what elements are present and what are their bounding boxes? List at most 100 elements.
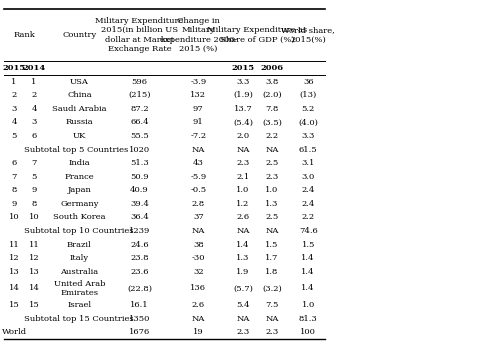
Text: 2.6: 2.6 <box>236 213 249 221</box>
Text: Japan: Japan <box>67 186 91 194</box>
Text: Russia: Russia <box>65 119 93 126</box>
Text: 2.4: 2.4 <box>301 200 314 208</box>
Text: 1.3: 1.3 <box>236 254 249 262</box>
Text: -30: -30 <box>191 254 204 262</box>
Text: NA: NA <box>191 146 204 154</box>
Text: 13: 13 <box>29 268 40 276</box>
Text: Italy: Italy <box>70 254 89 262</box>
Text: 6: 6 <box>12 159 17 167</box>
Text: 2015: 2015 <box>231 64 254 72</box>
Text: -5.9: -5.9 <box>190 173 206 181</box>
Text: 1.7: 1.7 <box>265 254 278 262</box>
Text: NA: NA <box>236 227 249 235</box>
Text: NA: NA <box>265 146 278 154</box>
Text: 1239: 1239 <box>129 227 150 235</box>
Text: Subtotal top 5 Countries: Subtotal top 5 Countries <box>24 146 128 154</box>
Text: 74.6: 74.6 <box>298 227 317 235</box>
Text: 61.5: 61.5 <box>298 146 317 154</box>
Text: 4: 4 <box>32 105 37 113</box>
Text: 2.3: 2.3 <box>236 328 249 336</box>
Text: 12: 12 <box>29 254 40 262</box>
Text: 3.0: 3.0 <box>301 173 314 181</box>
Text: 13.7: 13.7 <box>233 105 252 113</box>
Text: 7: 7 <box>32 159 37 167</box>
Text: 40.9: 40.9 <box>130 186 149 194</box>
Text: 1.4: 1.4 <box>301 254 314 262</box>
Text: Brazil: Brazil <box>67 241 92 248</box>
Text: 3: 3 <box>12 105 17 113</box>
Text: 1.2: 1.2 <box>236 200 249 208</box>
Text: 19: 19 <box>192 328 203 336</box>
Text: 2.3: 2.3 <box>265 173 278 181</box>
Text: -7.2: -7.2 <box>190 132 206 140</box>
Text: 87.2: 87.2 <box>130 105 149 113</box>
Text: 3.1: 3.1 <box>301 159 314 167</box>
Text: 50.9: 50.9 <box>130 173 149 181</box>
Text: 10: 10 <box>29 213 40 221</box>
Text: 8: 8 <box>12 186 17 194</box>
Text: (13): (13) <box>299 91 316 99</box>
Text: 5.4: 5.4 <box>236 301 249 309</box>
Text: (5.4): (5.4) <box>232 119 253 126</box>
Text: 2006: 2006 <box>260 64 283 72</box>
Text: Subtotal top 15 Countries: Subtotal top 15 Countries <box>24 315 133 323</box>
Text: 14: 14 <box>9 285 20 292</box>
Text: Germany: Germany <box>60 200 98 208</box>
Text: (22.8): (22.8) <box>127 285 152 292</box>
Text: 1: 1 <box>32 78 37 86</box>
Text: 3.3: 3.3 <box>236 78 249 86</box>
Text: 9: 9 <box>12 200 17 208</box>
Text: 36: 36 <box>302 78 313 86</box>
Text: 2: 2 <box>32 91 37 99</box>
Text: 10: 10 <box>9 213 20 221</box>
Text: 91: 91 <box>192 119 203 126</box>
Text: 1.0: 1.0 <box>301 301 314 309</box>
Text: 2.8: 2.8 <box>191 200 204 208</box>
Text: 1: 1 <box>12 78 17 86</box>
Text: -0.5: -0.5 <box>190 186 206 194</box>
Text: 596: 596 <box>131 78 147 86</box>
Text: 81.3: 81.3 <box>298 315 317 323</box>
Text: 1.8: 1.8 <box>265 268 278 276</box>
Text: 1.0: 1.0 <box>236 186 249 194</box>
Text: 36.4: 36.4 <box>130 213 149 221</box>
Text: 55.5: 55.5 <box>130 132 149 140</box>
Text: Rank: Rank <box>13 31 35 39</box>
Text: 32: 32 <box>192 268 203 276</box>
Text: 2.2: 2.2 <box>265 132 278 140</box>
Text: 1.4: 1.4 <box>301 285 314 292</box>
Text: NA: NA <box>236 146 249 154</box>
Text: Subtotal top 10 Countries: Subtotal top 10 Countries <box>24 227 133 235</box>
Text: World share,
2015(%): World share, 2015(%) <box>281 26 335 44</box>
Text: NA: NA <box>191 315 204 323</box>
Text: 2.4: 2.4 <box>301 186 314 194</box>
Text: 2.3: 2.3 <box>236 159 249 167</box>
Text: 11: 11 <box>29 241 40 248</box>
Text: 23.8: 23.8 <box>130 254 149 262</box>
Text: 97: 97 <box>192 105 203 113</box>
Text: World: World <box>2 328 27 336</box>
Text: South Korea: South Korea <box>53 213 105 221</box>
Text: 2014: 2014 <box>23 64 46 72</box>
Text: -3.9: -3.9 <box>190 78 206 86</box>
Text: France: France <box>64 173 94 181</box>
Text: 6: 6 <box>32 132 37 140</box>
Text: NA: NA <box>265 227 278 235</box>
Text: NA: NA <box>265 315 278 323</box>
Text: USA: USA <box>70 78 89 86</box>
Text: (3.5): (3.5) <box>262 119 282 126</box>
Text: 38: 38 <box>192 241 203 248</box>
Text: Change in
Military
expenditure 2006-
2015 (%): Change in Military expenditure 2006- 201… <box>159 16 236 53</box>
Text: United Arab
Emirates: United Arab Emirates <box>54 280 105 297</box>
Text: 7.5: 7.5 <box>265 301 278 309</box>
Text: 1.9: 1.9 <box>236 268 249 276</box>
Text: China: China <box>67 91 92 99</box>
Text: 2.0: 2.0 <box>236 132 249 140</box>
Text: 2.5: 2.5 <box>265 159 278 167</box>
Text: 15: 15 <box>29 301 40 309</box>
Text: Country: Country <box>62 31 96 39</box>
Text: Military Expenditure
2015(in billion US
dollar at Market
Exchange Rate: Military Expenditure 2015(in billion US … <box>95 16 183 53</box>
Text: 23.6: 23.6 <box>130 268 148 276</box>
Text: Australia: Australia <box>60 268 98 276</box>
Text: 1.3: 1.3 <box>265 200 278 208</box>
